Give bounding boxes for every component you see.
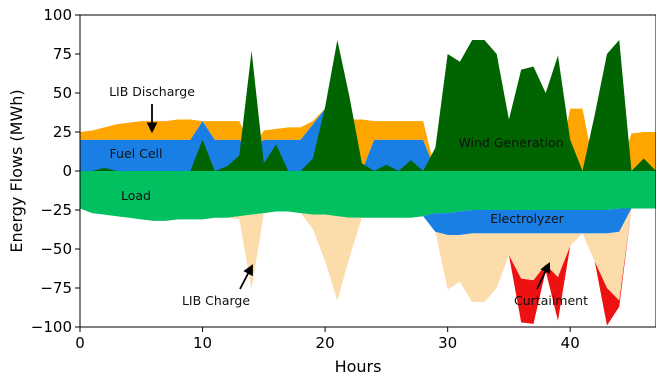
- annotations-layer: LIB Discharge Fuel Cell Load Wind Generatio…: [109, 84, 588, 308]
- x-axis-title: Hours: [335, 357, 382, 376]
- label-load: Load: [121, 188, 151, 203]
- label-lib-charge: LIB Charge: [182, 293, 250, 308]
- area-wind-generation: [80, 39, 656, 172]
- area-load: [80, 171, 656, 221]
- label-wind-generation: Wind Generation: [458, 135, 563, 150]
- y-tick-label: 75: [53, 45, 72, 63]
- axes-layer: −100 −75 −50 −25 0 25 50 75 100 0 10 20 30 40 Hours Ene…: [7, 6, 656, 376]
- x-tick-label: 30: [438, 334, 457, 352]
- arrow-lib-charge: [239, 264, 253, 290]
- area-lib-discharge: [80, 108, 656, 171]
- x-tick-label: 40: [561, 334, 580, 352]
- y-tick-label: 100: [43, 6, 72, 24]
- y-tick-label: 50: [53, 84, 72, 102]
- x-tick-label: 10: [193, 334, 212, 352]
- arrow-curtailment: [536, 262, 551, 290]
- label-electrolyzer: Electrolyzer: [490, 211, 564, 226]
- label-curtailment: Curtailment: [514, 293, 588, 308]
- y-tick-label: −100: [31, 318, 72, 336]
- y-tick-label: −75: [40, 279, 72, 297]
- area-fuel-cell: [80, 108, 656, 171]
- label-lib-discharge: LIB Discharge: [109, 84, 195, 99]
- area-lib-charge: [80, 208, 656, 303]
- areas-layer: [80, 39, 656, 326]
- x-tick-label: 20: [316, 334, 335, 352]
- y-tick-label: −25: [40, 201, 72, 219]
- y-tick-label: 0: [62, 162, 72, 180]
- y-tick-label: 25: [53, 123, 72, 141]
- y-tick-label: −50: [40, 240, 72, 258]
- x-tick-label: 0: [75, 334, 85, 352]
- y-axis-title: Energy Flows (MWh): [7, 89, 26, 252]
- label-fuel-cell: Fuel Cell: [110, 146, 163, 161]
- area-electrolyzer: [80, 208, 656, 235]
